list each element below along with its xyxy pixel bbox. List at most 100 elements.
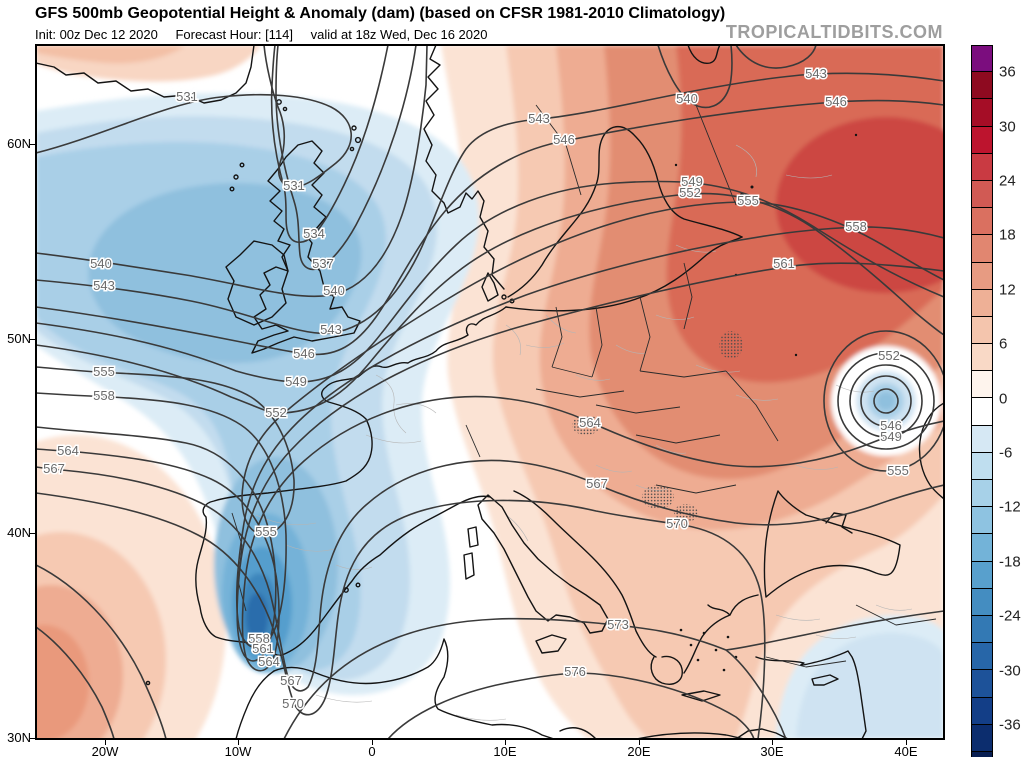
denmark-coast (481, 272, 499, 302)
contour-label-558: 558 (248, 631, 270, 646)
colorbar-cell-23 (971, 670, 993, 698)
contour-561 (36, 262, 944, 662)
colorbar-tick-12: 12 (999, 281, 1016, 299)
colorbar-cell-0 (971, 45, 993, 73)
contour-label-558: 558 (845, 219, 867, 234)
lat-tick-mark (30, 339, 36, 340)
colorbar-cell-14 (971, 425, 993, 453)
colorbar-cell-4 (971, 153, 993, 181)
contour-label-546: 546 (825, 94, 847, 109)
corsica-coast (467, 526, 479, 548)
anomaly-colorbar (971, 45, 993, 757)
init-time: Init: 00z Dec 12 2020 (35, 27, 158, 42)
contour-label-561: 561 (252, 641, 274, 656)
lat-tick-mark (30, 738, 36, 739)
contour-caspian-555 (823, 330, 944, 472)
contour-label-540: 540 (323, 283, 345, 298)
height-contours (36, 45, 944, 739)
aegean-coast (683, 594, 759, 674)
contour-543 (36, 72, 944, 335)
contour-label-558: 558 (93, 388, 115, 403)
contour-label-564: 564 (57, 443, 79, 458)
crete-coast (681, 690, 721, 702)
map-svg: 5315315345375405405405435435435435465465… (36, 45, 944, 739)
morocco-atlantic-coast (235, 670, 275, 739)
baltic-south-coast (505, 236, 743, 312)
colorbar-cell-7 (971, 235, 993, 263)
italy-coast (477, 494, 609, 634)
aegean-islands (679, 628, 738, 672)
hebrides-3 (229, 186, 235, 192)
contour-576 (387, 672, 755, 739)
colorbar-cell-8 (971, 262, 993, 290)
contour-549 (36, 180, 944, 383)
contour-label-549: 549 (880, 429, 902, 444)
contour-label-555: 555 (93, 364, 115, 379)
contour-558 (36, 226, 944, 649)
contour-label-531: 531 (283, 178, 305, 193)
contour-label-555: 555 (737, 193, 759, 208)
contour-label-564: 564 (258, 654, 280, 669)
adriatic-balkan-coast (513, 490, 657, 658)
west-pos-anomaly-12 (36, 625, 89, 739)
contour-label-546: 546 (880, 418, 902, 433)
colorbar-cell-2 (971, 99, 993, 127)
colorbar-tick--18: -18 (999, 553, 1021, 571)
balearic-islands-2 (355, 582, 361, 588)
colorbar-tick--30: -30 (999, 662, 1021, 680)
contour-caspian-552 (837, 352, 935, 450)
contour-label-540: 540 (676, 91, 698, 106)
contour-573-west (36, 564, 167, 739)
colorbar-cell-26 (971, 751, 993, 757)
lon-tick-mark (772, 739, 773, 745)
lon-tick-mark (238, 739, 239, 745)
contour-537-north-lobe (735, 45, 817, 69)
shetland-islands-2 (354, 136, 362, 144)
contour-label-543: 543 (805, 66, 827, 81)
contour-564 (36, 395, 944, 672)
danish-islands (501, 294, 507, 300)
contour-label-537: 537 (312, 256, 334, 271)
hebrides (239, 162, 245, 168)
peloponnese-coast (650, 655, 683, 685)
forecast-hour: Forecast Hour: [114] (175, 27, 294, 42)
north-africa-coast-west (273, 638, 555, 739)
contour-537 (275, 45, 417, 271)
caspian-coast (918, 402, 944, 500)
contour-label-564: 564 (579, 415, 601, 430)
cyprus-coast (811, 674, 839, 686)
map-canvas: 531 531 534 537 540 540 540 543 543 543 543 546 546 5… (35, 44, 945, 740)
lon-tick-mark (906, 739, 907, 745)
colorbar-cell-3 (971, 126, 993, 154)
colorbar-tick-18: 18 (999, 226, 1016, 244)
colorbar-cell-22 (971, 643, 993, 671)
lon-tick-label-20E: 20E (627, 744, 651, 757)
colorbar-cell-24 (971, 697, 993, 725)
contour-label-549: 549 (285, 374, 307, 389)
contour-label-543: 543 (320, 322, 342, 337)
hebrides-2 (233, 174, 239, 180)
lon-tick-mark (372, 739, 373, 745)
colorbar-tick--36: -36 (999, 716, 1021, 734)
contour-label-546: 546 (553, 132, 575, 147)
contour-label-561: 561 (773, 256, 795, 271)
lat-tick-label-30N: 30N (7, 730, 31, 745)
contour-531 (36, 45, 352, 188)
contour-label-567: 567 (586, 476, 608, 491)
lon-tick-label-40E: 40E (894, 744, 918, 757)
orkney-islands (349, 146, 355, 152)
colorbar-cell-25 (971, 724, 993, 752)
contour-label-567: 567 (280, 673, 302, 688)
lat-tick-label-50N: 50N (7, 331, 31, 346)
contour-label-570: 570 (282, 696, 304, 711)
contour-label-534: 534 (303, 226, 325, 241)
caspian-low-inner-core (877, 392, 895, 410)
contour-label-540: 540 (90, 256, 112, 271)
colorbar-cell-5 (971, 180, 993, 209)
contour-label-570: 570 (666, 516, 688, 531)
white-sea-coast (687, 45, 721, 64)
lat-tick-label-40N: 40N (7, 525, 31, 540)
contour-label-555: 555 (887, 463, 909, 478)
pos-anomaly-24 (776, 117, 944, 293)
